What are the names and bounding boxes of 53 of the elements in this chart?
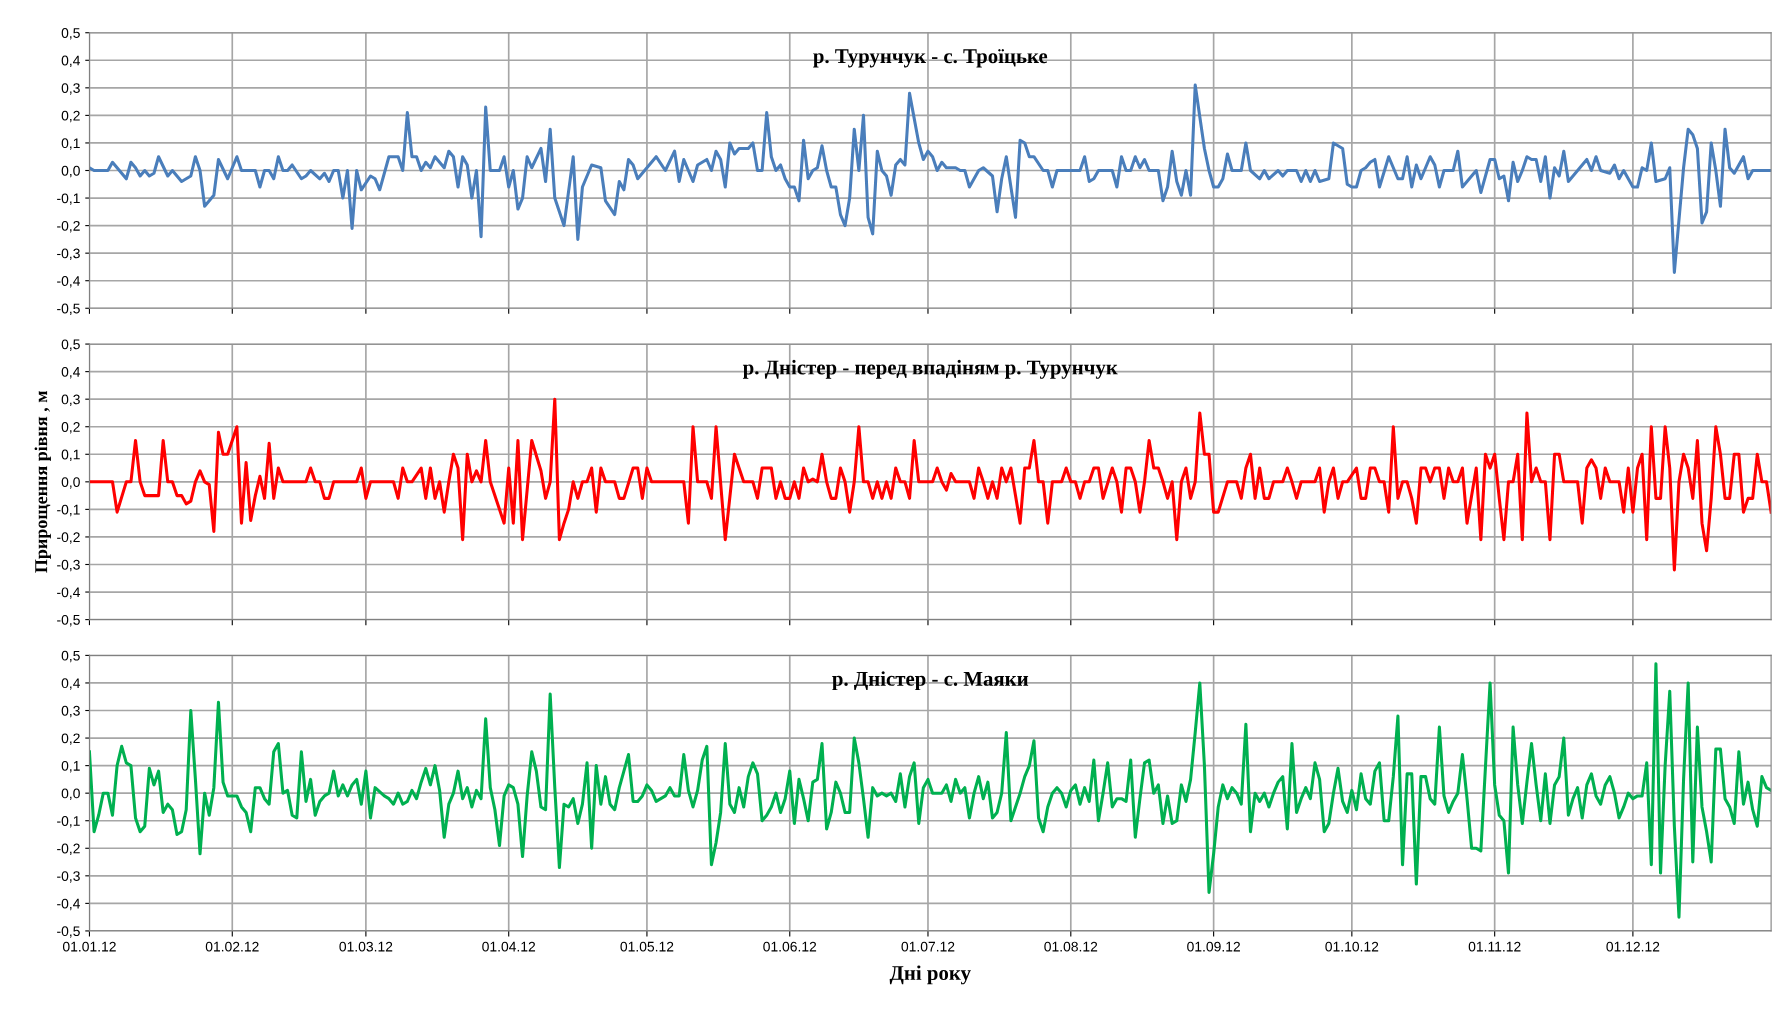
y-tick-label: -0,3 — [57, 871, 80, 883]
y-tick-label: 0,2 — [61, 422, 80, 434]
y-tick-label: -0,3 — [57, 248, 80, 260]
y-tick-label: 0,5 — [61, 28, 80, 40]
y-tick-label: 0,5 — [61, 650, 80, 663]
y-tick-label: -0,2 — [57, 532, 80, 544]
y-axis-title: Прирощення рівня , м — [34, 391, 51, 573]
x-tick-label: 01.02.12 — [205, 941, 259, 952]
x-tick-label: 01.09.12 — [1187, 941, 1240, 952]
y-tick-label: 0,0 — [61, 165, 80, 178]
y-tick-label: 0,2 — [61, 733, 80, 745]
y-tick-label: -0,2 — [57, 220, 80, 233]
text: р. Дністер - с. Маяки — [832, 671, 1029, 691]
x-axis-title: Дні року — [889, 965, 971, 985]
y-tick-label: 0,1 — [61, 138, 80, 150]
y-tick-label: -0,5 — [57, 614, 80, 627]
x-tick-label: 01.08.12 — [1044, 941, 1098, 952]
x-tick-label: 01.12.12 — [1606, 941, 1660, 952]
text: р. Дністер - перед впадіням р. Турунчук — [742, 359, 1118, 379]
line-series — [89, 83, 1772, 274]
y-tick-label: -0,5 — [57, 303, 80, 316]
y-tick-label: -0,4 — [57, 276, 81, 288]
y-tick-label: 0,4 — [61, 55, 81, 68]
x-tick-label: 01.01.12 — [62, 941, 116, 952]
x-tick-label: 01.07.12 — [901, 941, 955, 952]
y-tick-label: 0,5 — [61, 339, 80, 351]
x-tick-label: 01.04.12 — [482, 941, 536, 952]
x-tick-label: 01.05.12 — [620, 941, 674, 952]
y-tick-label: 0,4 — [61, 366, 81, 379]
y-tick-label: -0,2 — [57, 843, 80, 856]
text: р. Турунчук - с. Троїцьке — [813, 49, 1048, 68]
y-tick-label: -0,4 — [57, 898, 81, 911]
y-tick-label: 0,2 — [61, 110, 80, 123]
x-tick-label: 01.06.12 — [763, 941, 817, 952]
y-tick-label: 0,0 — [61, 788, 80, 800]
y-tick-label: -0,1 — [57, 193, 80, 205]
y-tick-label: 0,3 — [61, 705, 80, 718]
x-tick-label: 01.11.12 — [1468, 941, 1521, 952]
y-tick-label: -0,5 — [57, 926, 80, 938]
y-tick-label: -0,4 — [57, 587, 81, 599]
line-series — [89, 662, 1772, 919]
y-tick-label: -0,1 — [57, 504, 80, 517]
y-tick-label: -0,1 — [57, 816, 80, 828]
x-tick-label: 01.10.12 — [1325, 941, 1379, 952]
y-tick-label: 0,3 — [61, 83, 80, 95]
y-tick-label: -0,3 — [57, 559, 80, 572]
line-series — [89, 397, 1772, 572]
y-tick-label: 0,3 — [61, 394, 80, 406]
y-tick-label: 0,4 — [61, 678, 81, 690]
x-tick-label: 01.03.12 — [339, 941, 393, 952]
y-tick-label: 0,1 — [61, 449, 80, 462]
y-tick-label: 0,1 — [61, 760, 80, 773]
y-tick-label: 0,0 — [61, 477, 80, 489]
